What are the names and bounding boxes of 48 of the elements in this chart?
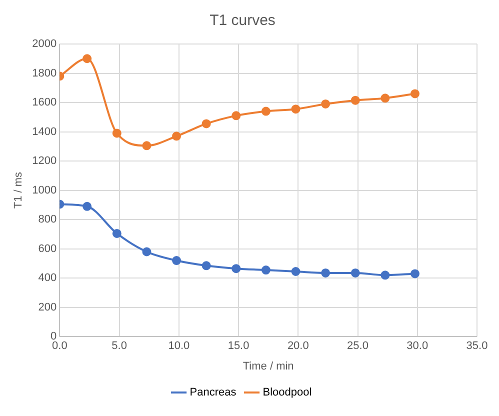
y-tick-label: 1200 — [32, 155, 57, 168]
y-tick-label: 1600 — [32, 96, 57, 109]
legend-label: Pancreas — [190, 386, 237, 399]
x-tick-label: 25.0 — [347, 340, 368, 352]
point — [410, 269, 420, 278]
x-tick-label: 20.0 — [287, 340, 309, 352]
chart-title: T1 curves — [210, 12, 276, 30]
x-tick-label: 30.0 — [406, 340, 428, 352]
y-tick-label: 600 — [38, 242, 57, 255]
point — [261, 106, 270, 116]
point — [202, 261, 211, 270]
point — [112, 128, 122, 138]
point — [82, 202, 92, 211]
point — [142, 247, 152, 256]
point — [202, 119, 211, 128]
y-tick-label: 0 — [50, 330, 57, 343]
point — [380, 270, 390, 280]
point — [112, 228, 122, 238]
x-tick-label: 15.0 — [228, 340, 250, 352]
y-tick-label: 1800 — [32, 67, 57, 80]
point — [350, 268, 360, 278]
x-tick-label: 10.0 — [168, 340, 190, 352]
y-tick-label: 1000 — [32, 184, 57, 196]
point — [142, 141, 152, 150]
y-tick-label: 2000 — [32, 38, 57, 50]
y-tick-label: 200 — [38, 301, 57, 314]
point — [261, 266, 270, 275]
point — [321, 99, 330, 108]
x-axis-title: Time / min — [242, 360, 294, 372]
y-tick-label: 1400 — [32, 126, 57, 138]
point — [410, 89, 420, 98]
x-tick-label: 5.0 — [112, 340, 127, 352]
point — [291, 266, 300, 276]
x-tick-label: 0.0 — [52, 340, 68, 352]
legend-label: Bloodpool — [262, 386, 312, 399]
point — [321, 268, 330, 278]
point — [82, 54, 92, 64]
point — [232, 264, 241, 274]
point — [291, 104, 300, 114]
y-axis-title: T1 / ms — [12, 171, 25, 209]
point — [232, 111, 241, 120]
point — [172, 256, 182, 266]
y-tick-label: 400 — [38, 272, 57, 284]
point — [380, 94, 390, 103]
x-tick-label: 35.0 — [466, 340, 488, 352]
y-tick-label: 800 — [38, 214, 57, 226]
point — [350, 96, 360, 105]
point — [172, 132, 182, 141]
